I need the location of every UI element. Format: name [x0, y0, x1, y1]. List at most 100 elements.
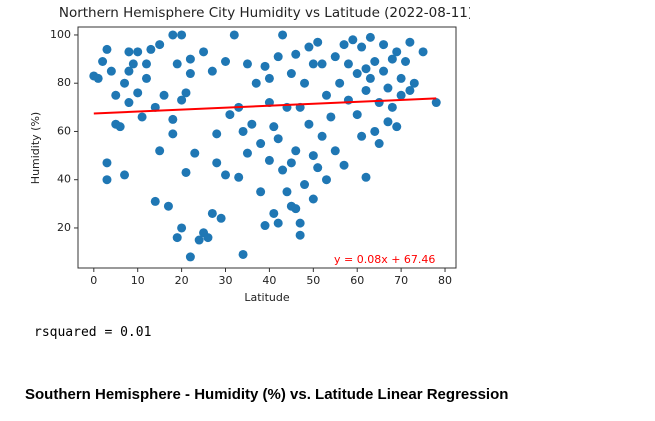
point	[418, 47, 428, 57]
y-tick-label: 20	[57, 221, 71, 234]
point	[212, 158, 222, 168]
point	[221, 170, 231, 180]
point	[203, 233, 213, 243]
point	[150, 196, 160, 206]
point	[102, 175, 112, 185]
point	[365, 32, 375, 42]
point	[260, 221, 270, 231]
point	[168, 30, 178, 40]
point	[291, 49, 301, 59]
point	[405, 37, 415, 47]
point	[177, 95, 187, 105]
point	[194, 235, 204, 245]
point	[168, 129, 178, 139]
point	[361, 64, 371, 74]
point	[172, 233, 182, 243]
point	[155, 146, 165, 156]
point	[185, 54, 195, 64]
point	[291, 146, 301, 156]
point	[278, 30, 288, 40]
point	[405, 85, 415, 95]
point	[212, 129, 222, 139]
regression-line	[93, 97, 437, 115]
point	[124, 47, 134, 57]
point	[278, 165, 288, 175]
point	[238, 249, 248, 259]
point	[185, 69, 195, 79]
y-tick-label: 60	[57, 124, 71, 137]
point	[365, 73, 375, 83]
point	[141, 59, 151, 69]
point	[120, 78, 130, 88]
point	[300, 180, 310, 190]
y-tick-label: 80	[57, 76, 71, 89]
chart-title: Northern Hemisphere City Humidity vs Lat…	[59, 5, 470, 21]
point	[374, 139, 384, 149]
point	[93, 73, 103, 83]
point	[379, 66, 389, 76]
y-tick-label: 40	[57, 173, 71, 186]
point	[291, 204, 301, 214]
point	[163, 201, 173, 211]
point	[335, 78, 345, 88]
point	[326, 112, 336, 122]
point	[409, 78, 419, 88]
point	[392, 122, 402, 132]
point	[317, 59, 327, 69]
point	[238, 126, 248, 136]
point	[330, 52, 340, 62]
point	[300, 78, 310, 88]
point	[286, 158, 296, 168]
point	[102, 44, 112, 54]
point	[207, 66, 217, 76]
point	[308, 151, 318, 161]
point	[282, 187, 292, 197]
point	[321, 90, 331, 100]
point	[150, 102, 160, 112]
point	[431, 98, 441, 108]
point	[181, 167, 191, 177]
point	[339, 40, 349, 50]
point	[370, 56, 380, 66]
point	[221, 56, 231, 66]
point	[330, 146, 340, 156]
y-axis-label: Humidity (%)	[29, 112, 42, 184]
point	[216, 213, 226, 223]
x-tick-label: 0	[90, 274, 97, 287]
plot-frame	[77, 26, 457, 269]
point	[396, 73, 406, 83]
x-tick-label: 50	[306, 274, 320, 287]
point	[111, 90, 121, 100]
y-tick-label: 100	[50, 28, 71, 41]
point	[401, 56, 411, 66]
point	[260, 61, 270, 71]
point	[168, 114, 178, 124]
point	[387, 54, 397, 64]
point	[155, 40, 165, 50]
point	[374, 98, 384, 108]
point	[348, 35, 358, 45]
point	[269, 122, 279, 132]
point	[128, 59, 138, 69]
point	[98, 56, 108, 66]
point	[115, 122, 125, 132]
point	[207, 208, 217, 218]
point	[190, 148, 200, 158]
x-tick-label: 80	[438, 274, 452, 287]
point	[133, 88, 143, 98]
point	[242, 59, 252, 69]
point	[286, 69, 296, 79]
point	[185, 252, 195, 262]
point	[251, 78, 261, 88]
point	[269, 208, 279, 218]
section-heading: Southern Hemisphere - Humidity (%) vs. L…	[25, 386, 509, 403]
point	[229, 30, 239, 40]
point	[357, 42, 367, 52]
point	[321, 175, 331, 185]
point	[181, 88, 191, 98]
point	[313, 163, 323, 173]
point	[383, 117, 393, 127]
point	[247, 119, 257, 129]
point	[370, 126, 380, 136]
